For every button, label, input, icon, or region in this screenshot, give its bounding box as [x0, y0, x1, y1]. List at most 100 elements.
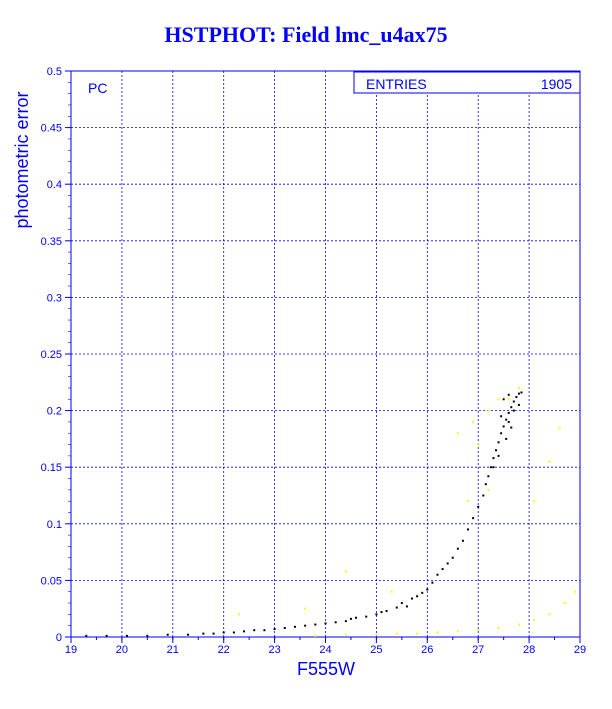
data-point: [515, 396, 518, 399]
data-point: [492, 457, 495, 460]
x-tick-label: 22: [218, 644, 230, 656]
data-point: [517, 392, 520, 395]
data-point: [467, 528, 470, 531]
data-point: [461, 539, 464, 542]
chart-title: HSTPHOT: Field lmc_u4ax75: [164, 22, 448, 47]
data-point: [510, 406, 513, 409]
y-tick-label: 0.4: [47, 179, 62, 191]
data-point: [507, 420, 510, 423]
data-point: [416, 595, 419, 598]
data-point: [484, 483, 487, 486]
data-points: [85, 386, 576, 637]
x-tick-label: 20: [116, 644, 128, 656]
data-point: [222, 631, 225, 634]
x-tick-label: 23: [268, 644, 280, 656]
data-point: [512, 400, 515, 403]
x-tick-label: 29: [574, 644, 586, 656]
data-point: [510, 426, 513, 429]
data-point: [243, 630, 246, 633]
data-point: [497, 626, 500, 629]
y-tick-label: 0.3: [47, 292, 62, 304]
data-point: [456, 432, 459, 435]
x-tick-label: 19: [65, 644, 77, 656]
data-point: [558, 426, 561, 429]
data-point: [344, 620, 347, 623]
x-tick-label: 21: [167, 644, 179, 656]
data-point: [492, 466, 495, 469]
data-point: [411, 597, 414, 600]
data-point: [365, 615, 368, 618]
x-axis-title: F555W: [297, 659, 355, 679]
y-tick-label: 0.15: [41, 462, 62, 474]
series-1: [237, 386, 576, 637]
data-point: [283, 626, 286, 629]
data-point: [517, 623, 520, 626]
x-axis: 19 20 21 22 23 24 25 26 27 28 29: [65, 637, 586, 656]
y-tick-label: 0.1: [47, 519, 62, 531]
data-point: [456, 630, 459, 633]
data-point: [520, 391, 523, 394]
data-point: [431, 581, 434, 584]
data-point: [472, 517, 475, 520]
data-point: [502, 425, 505, 428]
data-point: [500, 432, 503, 435]
data-point: [380, 611, 383, 614]
data-point: [472, 420, 475, 423]
data-point: [395, 632, 398, 635]
x-tick-label: 28: [523, 644, 535, 656]
data-point: [517, 386, 520, 389]
data-point: [400, 602, 403, 605]
grid: [71, 71, 580, 637]
data-point: [497, 441, 500, 444]
data-point: [237, 613, 240, 616]
data-point: [166, 633, 169, 636]
data-point: [512, 409, 515, 412]
data-point: [375, 633, 378, 636]
y-tick-label: 0.5: [47, 66, 62, 78]
y-tick-label: 0: [56, 632, 62, 644]
data-point: [446, 562, 449, 565]
data-point: [497, 454, 500, 457]
data-point: [334, 621, 337, 624]
data-point: [505, 437, 508, 440]
data-point: [500, 415, 503, 418]
data-point: [573, 590, 576, 593]
corner-label: PC: [88, 80, 107, 96]
data-point: [436, 631, 439, 634]
y-tick-label: 0.25: [41, 349, 62, 361]
data-point: [385, 609, 388, 612]
data-point: [548, 613, 551, 616]
data-point: [482, 494, 485, 497]
data-point: [467, 500, 470, 503]
data-point: [502, 398, 505, 401]
data-point: [395, 606, 398, 609]
data-point: [426, 588, 429, 591]
data-point: [344, 633, 347, 636]
series-0: [85, 391, 523, 637]
data-point: [477, 443, 480, 446]
x-tick-label: 26: [421, 644, 433, 656]
stats-label: ENTRIES: [366, 76, 427, 92]
stats-value: 1905: [541, 76, 572, 92]
data-point: [390, 590, 393, 593]
y-axis: 0 0.05 0.1 0.15 0.2 0.25 0.3 0.35 0.4 0.45 0.5: [41, 66, 71, 644]
data-point: [314, 634, 317, 637]
data-point: [533, 619, 536, 622]
y-tick-label: 0.2: [47, 406, 62, 418]
data-point: [405, 605, 408, 608]
data-point: [456, 547, 459, 550]
data-point: [507, 393, 510, 396]
data-point: [324, 622, 327, 625]
data-point: [441, 568, 444, 571]
data-point: [563, 602, 566, 605]
data-point: [293, 625, 296, 628]
data-point: [263, 629, 266, 632]
data-point: [375, 613, 378, 616]
data-point: [477, 629, 480, 632]
data-point: [125, 634, 128, 637]
data-point: [436, 573, 439, 576]
data-point: [202, 632, 205, 635]
data-point: [304, 624, 307, 627]
data-point: [146, 634, 149, 637]
